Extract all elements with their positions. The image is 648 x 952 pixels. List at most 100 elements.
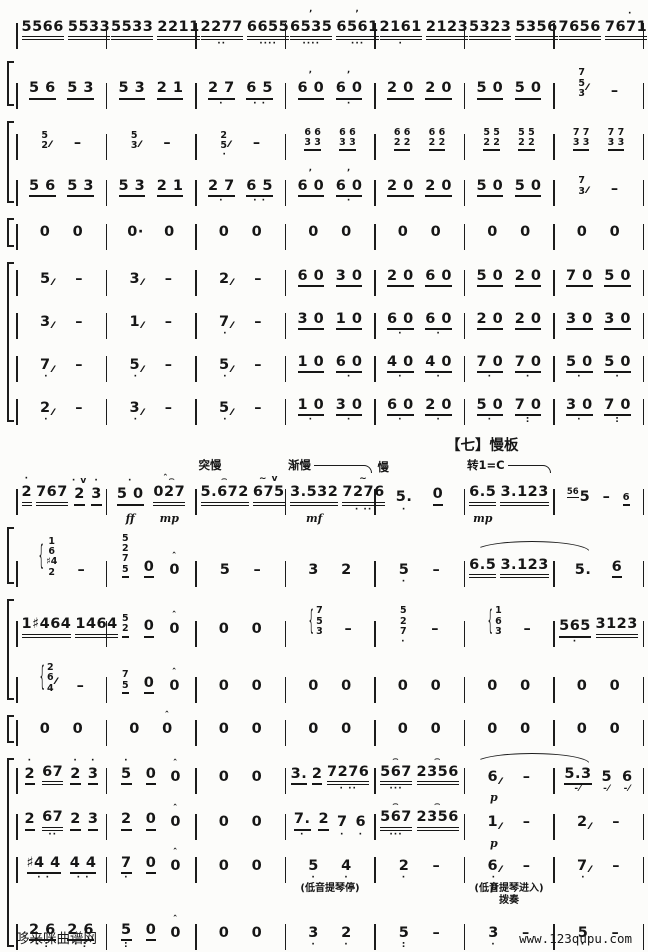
octave-dots-below: · bbox=[580, 940, 586, 951]
measure: 0 0 bbox=[286, 712, 374, 746]
note-main: 6 0 bbox=[387, 311, 414, 330]
note-token: 5 · bbox=[578, 916, 589, 950]
chord-note: 5 bbox=[130, 129, 138, 141]
note-token: 56 5 bbox=[566, 480, 590, 514]
note-digits: 6 0 bbox=[335, 81, 363, 100]
octave-dots-below bbox=[223, 287, 227, 296]
note-digits: 3 bbox=[87, 766, 99, 786]
octave-dots-below: · · bbox=[253, 98, 267, 109]
note-digits: 0 bbox=[487, 677, 498, 694]
note-digits: – bbox=[254, 356, 262, 373]
beat-row: 6⁄⁄·p – bbox=[465, 849, 553, 892]
note-token: – bbox=[433, 849, 441, 883]
ornament-above: ʼ bbox=[355, 9, 360, 19]
note-digits: 6535 bbox=[290, 19, 333, 41]
note-token: 7⁄⁄· bbox=[40, 348, 55, 382]
note-main: 5 bbox=[308, 858, 319, 874]
note-token: 6 5 · · bbox=[246, 71, 273, 108]
note-main: 6 bbox=[611, 559, 623, 579]
note-digits: 2277 bbox=[200, 19, 243, 41]
note-token: 0 bbox=[487, 669, 498, 703]
note-main: 0 bbox=[219, 925, 230, 941]
note-main: 0 bbox=[169, 622, 180, 637]
barline bbox=[284, 223, 286, 250]
note-token: 2 0 bbox=[425, 169, 452, 206]
note-token: 5 0 · bbox=[604, 345, 631, 382]
note-digits: 2161 bbox=[379, 19, 422, 41]
barline bbox=[195, 356, 197, 383]
note-digits: – bbox=[611, 924, 620, 941]
barline bbox=[642, 488, 644, 515]
measure: 0 0 bbox=[197, 760, 285, 794]
note-digits: 6 bbox=[622, 769, 633, 786]
note-token: 0 bbox=[219, 916, 230, 950]
note-digits: 2356 bbox=[416, 810, 459, 831]
note-digits: 3 bbox=[308, 562, 319, 579]
octave-dots-below bbox=[524, 831, 528, 840]
note-digits: 0 bbox=[251, 857, 263, 874]
note-digits: – bbox=[75, 270, 83, 287]
barline bbox=[374, 676, 376, 703]
measure: 2 0 2 0 bbox=[465, 302, 553, 339]
note-token: 5533 bbox=[111, 10, 154, 49]
measure: {7 5 3 – bbox=[286, 596, 374, 646]
note-digits: 2 6 bbox=[29, 922, 56, 942]
barline bbox=[642, 561, 644, 588]
measure: 0· 0 bbox=[107, 215, 195, 249]
score-line: 0 0 0· 0 0 0 0 0 0 0 0 0 0 0 bbox=[16, 215, 644, 250]
note-main: – bbox=[254, 356, 262, 373]
note-token: 3⁄⁄ bbox=[40, 305, 55, 339]
note-digits: 0 bbox=[609, 677, 621, 694]
measure: 5 2 7 · – bbox=[376, 596, 464, 646]
octave-dots-below bbox=[149, 831, 153, 840]
barline bbox=[374, 312, 376, 339]
chord-note: 5 bbox=[578, 77, 585, 89]
note-token: {264⁄⁄ bbox=[39, 653, 57, 703]
octave-dots-below bbox=[401, 737, 405, 746]
note-token: 767 bbox=[36, 475, 68, 514]
barline bbox=[463, 676, 465, 703]
note-digits: 4 0 bbox=[425, 354, 452, 374]
note-digits: 0 bbox=[308, 720, 319, 737]
note-main: 3 0 bbox=[604, 311, 631, 330]
note-main: – bbox=[603, 490, 611, 505]
note-token: · 5 bbox=[121, 757, 132, 794]
note-token: – bbox=[523, 805, 531, 839]
note-digits: 6.5 bbox=[469, 557, 497, 579]
barline bbox=[374, 561, 376, 588]
note-token: 0 bbox=[219, 849, 230, 883]
octave-dots-below bbox=[481, 578, 485, 587]
note-digits: 0 bbox=[162, 720, 173, 737]
beat-row: {7 5 3 – bbox=[286, 596, 374, 646]
note-token: 25⁄⁄· bbox=[220, 121, 231, 161]
measure: 3⁄⁄ – bbox=[18, 305, 106, 339]
note-main: – bbox=[345, 622, 353, 637]
note-token: – bbox=[254, 348, 262, 382]
score-line: 7⁄⁄· – 5⁄⁄· – 5⁄⁄· – 1 0 6 0· 4 0· 4 0· … bbox=[16, 345, 644, 383]
note-token: 7⁄⁄· bbox=[219, 305, 234, 339]
note-digits: 3. bbox=[290, 766, 308, 786]
ornament-above: ∼ bbox=[359, 474, 368, 485]
octave-dots-below bbox=[309, 330, 313, 339]
note-main: 5 0 bbox=[514, 178, 542, 198]
octave-dots-below bbox=[492, 638, 496, 647]
watermark-site-name: 哆来咪曲谱网 bbox=[16, 931, 97, 947]
note-digits: 6 bbox=[611, 559, 623, 579]
barline bbox=[105, 768, 107, 795]
note-token: 2 bbox=[341, 553, 352, 587]
octave-dots-below bbox=[256, 416, 260, 425]
note-token: 0 bbox=[398, 669, 409, 703]
beat-row: 2⁄⁄· – bbox=[18, 391, 106, 425]
note-main: 0 bbox=[143, 675, 155, 694]
barline bbox=[284, 924, 286, 951]
note-main: 5 3 bbox=[118, 81, 146, 100]
note-token: 6 5 · · bbox=[246, 169, 273, 206]
beat-row: 0 0 bbox=[197, 916, 285, 950]
note-main: 2 bbox=[70, 766, 81, 786]
note-digits: 2 bbox=[398, 857, 410, 874]
beat-row: 5 0 5 0 bbox=[465, 169, 553, 206]
